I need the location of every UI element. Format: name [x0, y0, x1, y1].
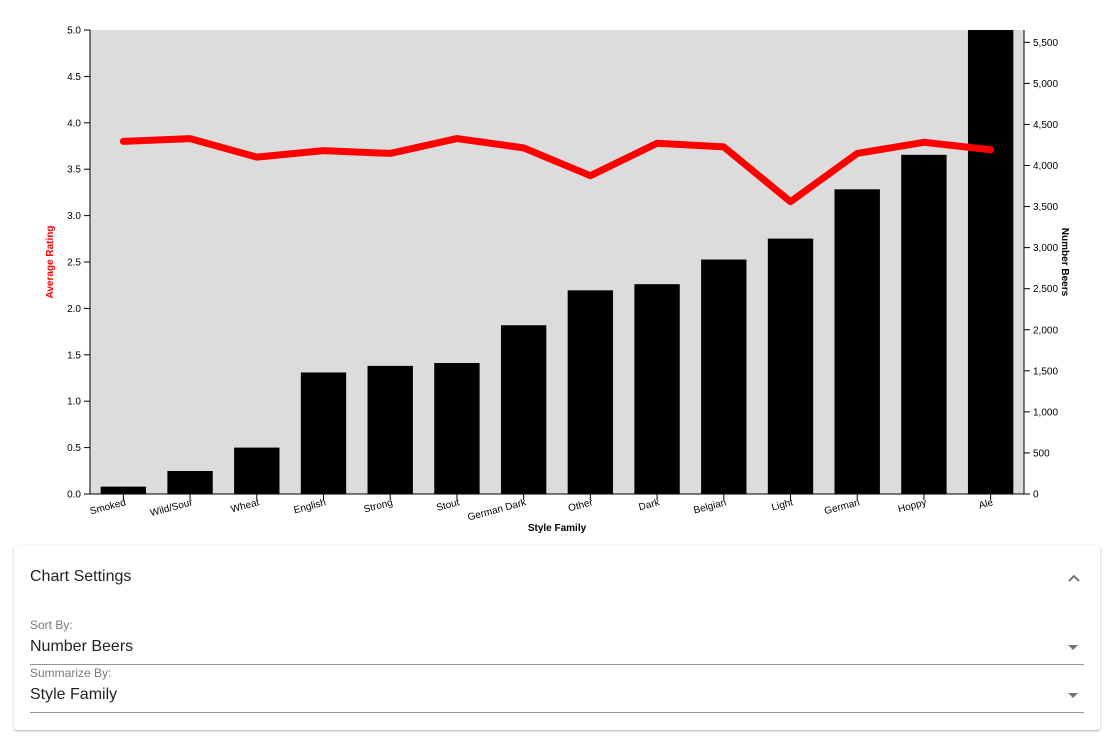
right-axis-tick-label: 3,000 [1033, 243, 1058, 254]
chart-settings-header[interactable]: Chart Settings [14, 546, 1100, 610]
x-axis: Smoked Wild/Sour Wheat English Strong Stout Ge… [89, 493, 1024, 523]
sort-by-value: Number Beers [30, 638, 134, 655]
dropdown-arrow-icon[interactable] [1068, 693, 1078, 698]
x-axis-tick-label: German Dark [467, 497, 529, 523]
left-axis-tick-label: 5.0 [67, 26, 81, 37]
right-axis-tick-label: 1,500 [1033, 366, 1058, 377]
bar-english [300, 372, 347, 494]
x-axis-tick-label: Dark [638, 497, 662, 513]
right-axis-tick-label: 500 [1033, 448, 1050, 459]
bar-belgian [701, 259, 747, 494]
dropdown-arrow-icon[interactable] [1068, 645, 1078, 650]
x-axis-tick-label: Other [567, 497, 595, 514]
chart-settings-title: Chart Settings [30, 568, 132, 585]
right-axis-tick-label: 5,000 [1033, 79, 1058, 90]
x-axis-tick-label: Hoppy [897, 497, 928, 515]
right-axis-tick-label: 2,500 [1033, 284, 1058, 295]
bar-ale [967, 30, 1014, 494]
x-axis-tick-label: English [293, 497, 328, 516]
chevron-up-icon[interactable] [1066, 570, 1082, 586]
x-axis-tick-label: Light [770, 497, 794, 513]
chart-settings-panel: Chart Settings Sort By: Number Beers Sum… [14, 546, 1100, 730]
sort-by-underline [30, 664, 1084, 665]
right-y-axis: 0 500 1,000 1,500 2,000 2,500 3,000 3,500 4,000 4… [1023, 30, 1058, 501]
bar-series-number-beers [100, 30, 1014, 495]
left-axis-tick-label: 0.0 [67, 490, 81, 501]
left-axis-tick-label: 2.0 [67, 304, 81, 315]
bar-wheat [234, 447, 280, 494]
sort-by-select[interactable]: Sort By: Number Beers [30, 618, 1084, 666]
summarize-by-select[interactable]: Summarize By: Style Family [30, 666, 1084, 714]
bar-light [767, 238, 814, 494]
x-axis-tick-label: Ale [978, 497, 995, 511]
left-y-axis-title: Average Rating [45, 226, 56, 299]
x-axis-tick-label: Belgian [692, 497, 727, 516]
bar-wild-sour [167, 471, 213, 494]
left-y-axis: 0.0 0.5 1.0 1.5 2.0 2.5 3.0 3.5 4.0 4.5 5.0 [67, 26, 91, 501]
left-axis-tick-label: 4.0 [67, 118, 81, 129]
left-axis-tick-label: 1.5 [67, 350, 81, 361]
right-axis-tick-label: 2,000 [1033, 325, 1058, 336]
summarize-by-underline [30, 712, 1084, 713]
left-axis-tick-label: 2.5 [67, 258, 81, 269]
left-axis-tick-label: 3.0 [67, 211, 81, 222]
x-axis-tick-label: Wheat [230, 497, 261, 515]
right-axis-tick-label: 4,000 [1033, 161, 1058, 172]
right-axis-tick-label: 4,500 [1033, 120, 1058, 131]
bar-hoppy [901, 154, 947, 495]
plot-background [90, 30, 1024, 494]
right-axis-tick-label: 5,500 [1033, 38, 1058, 49]
bar-smoked [100, 486, 147, 494]
bar-stout [434, 363, 480, 494]
bar-strong [367, 365, 413, 494]
x-axis-tick-label: Strong [363, 497, 394, 515]
x-axis-tick-label: Smoked [89, 497, 127, 517]
line-series-average-rating [119, 135, 995, 206]
left-axis-tick-label: 3.5 [67, 165, 81, 176]
x-axis-tick-label: Stout [435, 497, 461, 514]
right-axis-tick-label: 1,000 [1033, 407, 1058, 418]
x-axis-tick-label: German [823, 497, 861, 517]
right-y-axis-title: Number Beers [1059, 228, 1070, 297]
bar-german [834, 189, 880, 494]
bar-other [567, 290, 614, 494]
bar-german-dark [500, 325, 547, 494]
bar-dark [634, 284, 680, 494]
x-axis-tick-label: Wild/Sour [149, 497, 194, 519]
summarize-by-label: Summarize By: [30, 666, 112, 680]
right-axis-tick-label: 0 [1033, 490, 1039, 501]
summarize-by-value: Style Family [30, 686, 118, 703]
right-axis-tick-label: 3,500 [1033, 202, 1058, 213]
left-axis-tick-label: 4.5 [67, 72, 81, 83]
left-axis-tick-label: 0.5 [67, 443, 81, 454]
left-axis-tick-label: 1.0 [67, 397, 81, 408]
x-axis-title: Style Family [528, 523, 587, 534]
sort-by-label: Sort By: [30, 618, 73, 632]
combo-chart: 0.0 0.5 1.0 1.5 2.0 2.5 3.0 3.5 4.0 4.5 5.0 0 500 1,… [45, 26, 1070, 535]
